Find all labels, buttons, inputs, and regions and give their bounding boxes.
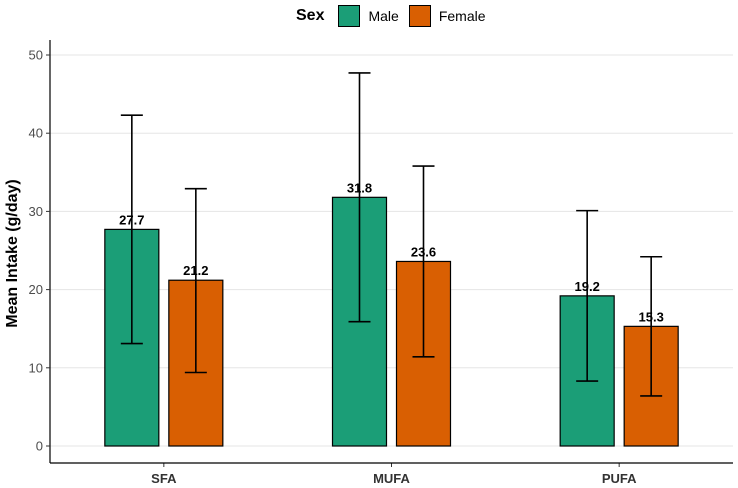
legend-label-male: Male	[368, 8, 399, 24]
y-tick-label-3: 30	[29, 204, 43, 219]
data-label-female-pufa: 15.3	[639, 309, 664, 324]
legend-swatch-male	[338, 5, 361, 27]
legend-item-female: Female	[408, 5, 486, 27]
x-tick-label-pufa: PUFA	[602, 471, 637, 486]
legend-label-female: Female	[438, 8, 486, 24]
y-tick-label-1: 10	[29, 360, 43, 375]
y-tick-label-0: 0	[36, 439, 43, 454]
legend-swatch-female	[408, 5, 431, 27]
data-label-female-sfa: 21.2	[183, 263, 208, 278]
data-label-male-pufa: 19.2	[575, 279, 600, 294]
y-tick-label-5: 50	[29, 48, 43, 63]
y-tick-label-4: 40	[29, 126, 43, 141]
y-tick-label-2: 20	[29, 282, 43, 297]
data-label-male-sfa: 27.7	[119, 212, 144, 227]
legend-title: Sex	[296, 7, 325, 24]
y-axis-title: Mean Intake (g/day)	[4, 179, 21, 327]
legend: Sex Male Female	[296, 3, 496, 29]
x-tick-label-mufa: MUFA	[373, 471, 410, 486]
data-label-female-mufa: 23.6	[411, 244, 436, 259]
data-label-male-mufa: 31.8	[347, 180, 372, 195]
x-tick-label-sfa: SFA	[151, 471, 177, 486]
legend-item-male: Male	[338, 5, 399, 27]
